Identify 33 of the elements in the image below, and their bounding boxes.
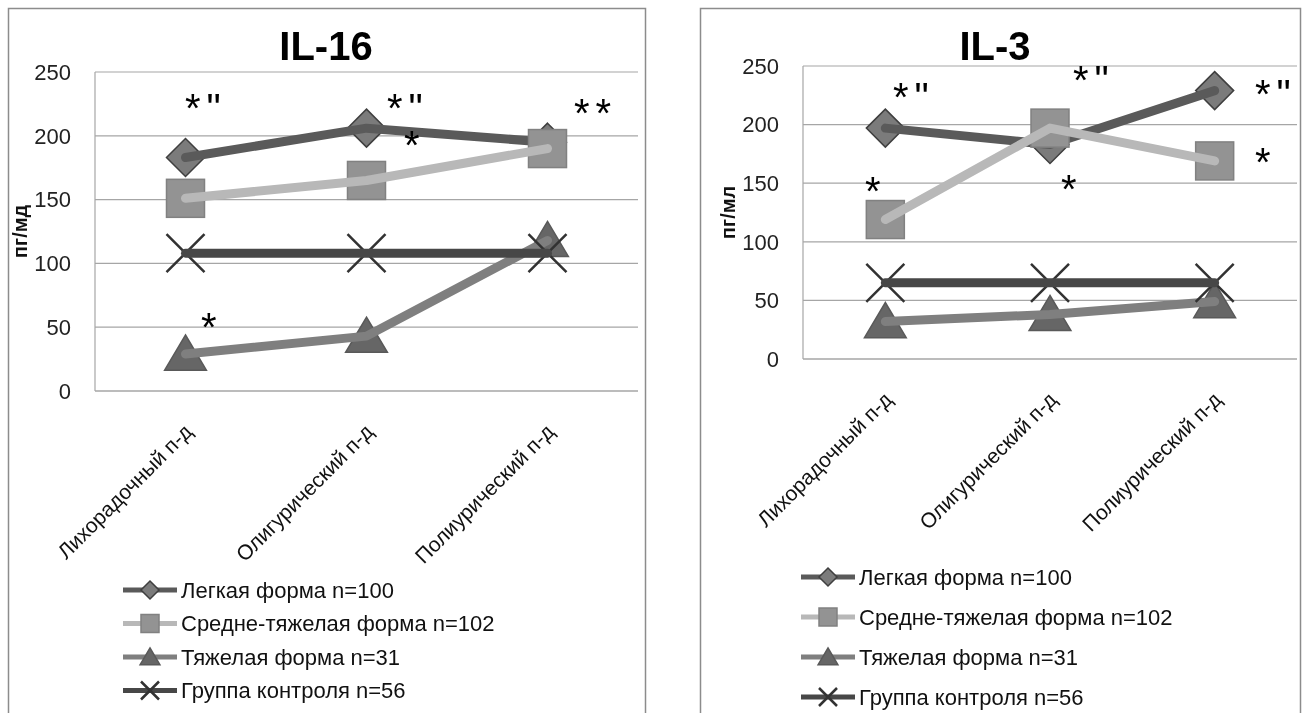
y-axis-title: пг/мл xyxy=(717,185,739,240)
y-tick-label: 50 xyxy=(754,288,779,314)
chart-title: IL-3 xyxy=(959,24,1031,68)
y-tick-label: 200 xyxy=(742,112,779,138)
legend-label: Средне-тяжелая форма n=102 xyxy=(859,604,1173,630)
y-tick-label: 250 xyxy=(34,59,71,85)
annotation: *" xyxy=(1073,58,1115,102)
annotation: *" xyxy=(185,86,227,130)
y-tick-label: 100 xyxy=(742,229,779,255)
legend-label: Группа контроля n=56 xyxy=(859,684,1084,710)
chart-title: IL-16 xyxy=(279,24,373,68)
legend-label: Средне-тяжелая форма n=102 xyxy=(181,611,495,637)
legend-label: Группа контроля n=56 xyxy=(181,678,406,704)
annotation: *" xyxy=(893,75,935,119)
y-tick-label: 50 xyxy=(46,314,71,340)
y-tick-label: 250 xyxy=(742,53,779,79)
legend-label: Тяжелая форма n=31 xyxy=(859,644,1079,670)
annotation: * xyxy=(201,305,223,349)
annotation: *" xyxy=(1255,72,1297,116)
annotation: ** xyxy=(574,91,618,135)
y-axis-title: пг/мд xyxy=(9,204,31,259)
legend-label: Легкая форма n=100 xyxy=(859,564,1072,590)
y-tick-label: 200 xyxy=(34,123,71,149)
annotation: * xyxy=(1255,140,1277,184)
y-tick-label: 150 xyxy=(742,170,779,196)
y-tick-label: 100 xyxy=(34,251,71,277)
annotation: * xyxy=(865,169,887,213)
annotation: * xyxy=(1061,167,1083,211)
y-tick-label: 0 xyxy=(766,346,779,372)
y-tick-label: 150 xyxy=(34,187,71,213)
legend-label: Легкая форма n=100 xyxy=(181,577,394,603)
y-tick-label: 0 xyxy=(58,378,71,404)
legend-label: Тяжелая форма n=31 xyxy=(181,644,401,670)
